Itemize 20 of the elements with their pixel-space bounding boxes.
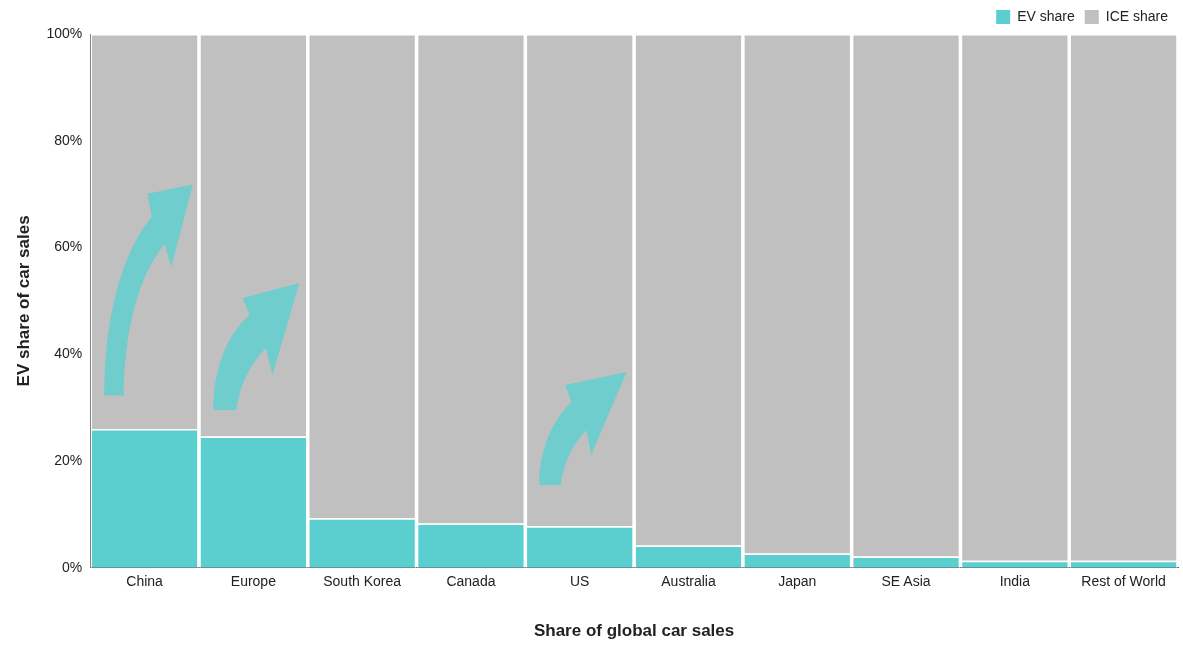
x-tick-label: Canada [446, 573, 496, 590]
y-tick-label: 80% [54, 131, 83, 148]
x-tick-label: China [126, 573, 164, 590]
x-tick-label: Europe [230, 573, 277, 590]
x-tick-label: Japan [778, 573, 817, 590]
legend-label: EV share [1017, 7, 1075, 24]
y-tick-label: 40% [54, 345, 83, 362]
y-tick-label: 100% [46, 24, 83, 41]
y-tick-label: 60% [54, 238, 83, 255]
x-tick-label: South Korea [323, 573, 402, 590]
y-axis-title: EV share of car sales [13, 215, 33, 387]
legend-label: ICE share [1105, 7, 1169, 24]
y-tick-label: 20% [54, 451, 83, 468]
x-axis-title: Share of global car sales [533, 621, 735, 641]
x-tick-label: SE Asia [881, 573, 931, 590]
x-tick-label: Australia [661, 573, 716, 590]
x-tick-label: India [999, 573, 1031, 590]
x-tick-label: Rest of World [1081, 573, 1166, 590]
y-tick-label: 0% [61, 558, 83, 575]
x-tick-label: US [569, 573, 590, 590]
